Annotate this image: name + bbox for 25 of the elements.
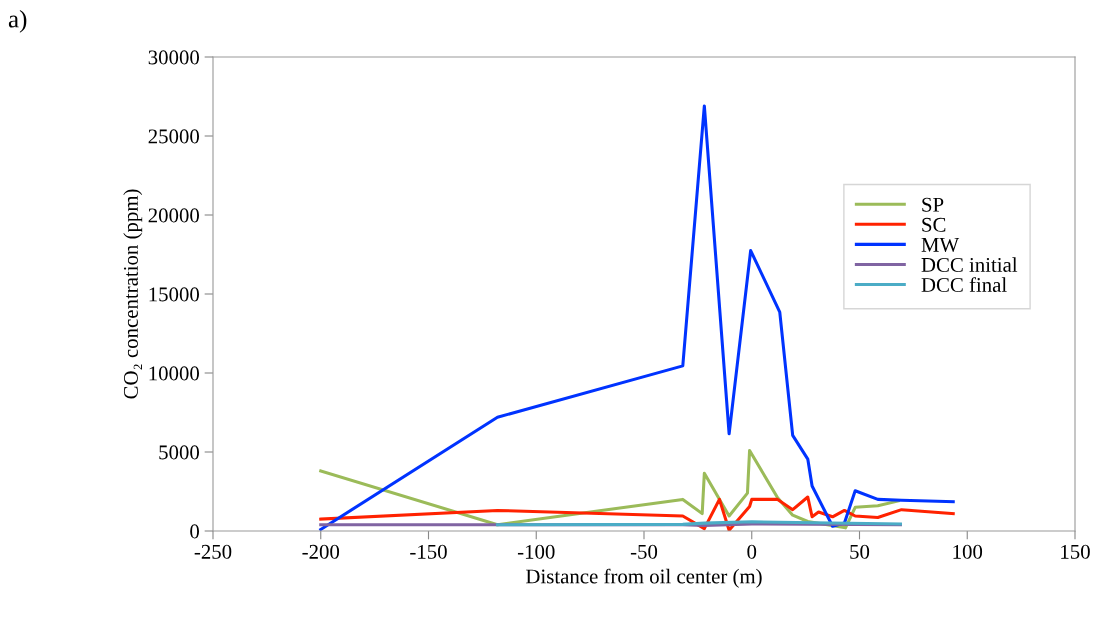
x-tick-label: -100 (517, 544, 555, 559)
y-tick-label: 5000 (159, 445, 200, 460)
y-tick-label: 15000 (149, 287, 200, 302)
legend-label: SC (922, 217, 946, 232)
y-tick-label: 30000 (148, 50, 200, 65)
line-series (319, 495, 955, 531)
y-tick-label: 0 (190, 524, 200, 539)
legend-label: MW (921, 238, 960, 252)
x-tick-label: -200 (302, 544, 340, 559)
y-tick-label: 25000 (148, 129, 200, 144)
y-tick-label: 20000 (148, 208, 200, 223)
y-axis-title: CO₂ concentration (ppm) (123, 189, 143, 399)
x-axis-title: Distance from oil center (m) (526, 568, 762, 588)
x-tick-label: 150 (1061, 544, 1090, 559)
x-tick-label: -50 (630, 544, 658, 559)
x-tick-label: -150 (410, 544, 447, 559)
x-tick-label: 50 (850, 544, 870, 559)
x-tick-label: -250 (194, 544, 232, 559)
legend-label: DCC final (921, 277, 1007, 292)
legend-label: SP (922, 197, 944, 212)
x-tick-label: 100 (953, 544, 983, 559)
y-tick-label: 10000 (149, 366, 200, 381)
text: a) (8, 10, 27, 33)
x-tick-label: 0 (747, 544, 757, 559)
legend-label: DCC initial (921, 257, 1018, 272)
